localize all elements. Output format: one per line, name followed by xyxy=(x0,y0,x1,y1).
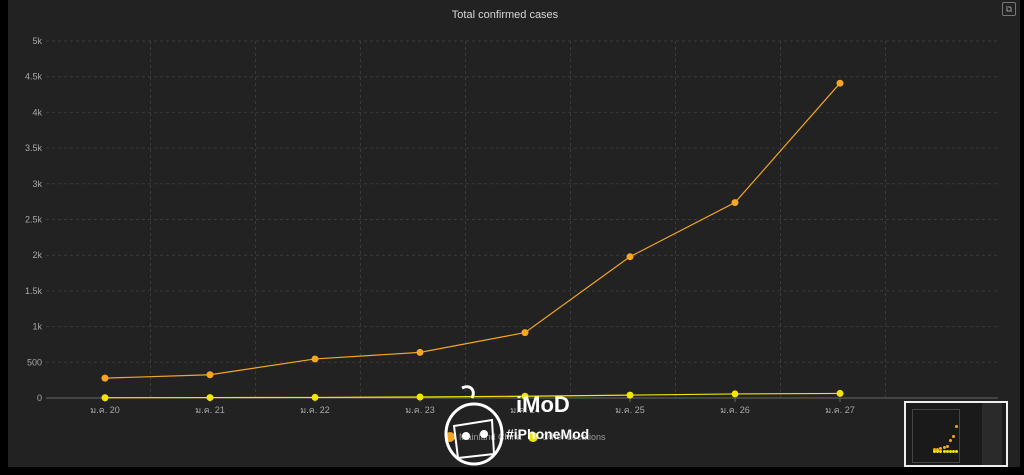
y-tick-label: 4.5k xyxy=(25,72,43,82)
data-point-1[interactable] xyxy=(836,389,844,397)
x-tick-label: ม.ค. 20 xyxy=(90,405,119,415)
chart-title: Total confirmed cases xyxy=(452,9,559,21)
data-point-1[interactable] xyxy=(311,393,319,401)
y-tick-label: 3k xyxy=(32,179,42,189)
data-point-1[interactable] xyxy=(416,393,424,401)
x-tick-label: ม.ค. 25 xyxy=(615,405,644,415)
chart-panel: Total confirmed cases 0 500 1k 1.5k 2k 2.5k 3k… xyxy=(8,0,1020,467)
thumbnail-dot xyxy=(955,449,959,453)
thumbnail-dot xyxy=(936,449,940,453)
y-tick-label: 4k xyxy=(32,107,42,117)
data-point-1[interactable] xyxy=(101,394,109,402)
data-point-0[interactable] xyxy=(416,348,424,356)
thumbnail-dot xyxy=(936,448,940,452)
legend-marker-1 xyxy=(528,432,538,442)
data-point-0[interactable] xyxy=(311,355,319,363)
data-point-1[interactable] xyxy=(206,394,214,402)
y-tick-label: 1.5k xyxy=(25,286,43,296)
series-lines xyxy=(101,79,844,402)
data-point-0[interactable] xyxy=(626,253,634,261)
x-tick-label: ม.ค. 24 xyxy=(510,405,539,415)
thumbnail-dot xyxy=(939,449,943,453)
y-tick-label: 2k xyxy=(32,250,42,260)
thumbnail-side-panel xyxy=(982,403,1002,465)
data-point-1[interactable] xyxy=(521,392,529,400)
x-axis-ticks: ม.ค. 20 ม.ค. 21 ม.ค. 22 ม.ค. 23 ม.ค. 24 ม.ค. … xyxy=(90,398,855,415)
series-line-1 xyxy=(104,392,841,399)
series-line-0 xyxy=(104,82,841,379)
y-tick-label: 2.5k xyxy=(25,215,43,225)
thumbnail-preview[interactable] xyxy=(904,401,1008,467)
legend-label-1[interactable]: Other Locations xyxy=(542,432,606,442)
y-tick-label: 500 xyxy=(27,357,42,367)
data-point-1[interactable] xyxy=(626,391,634,399)
y-tick-label: 5k xyxy=(32,36,42,46)
thumbnail-dot xyxy=(949,438,952,442)
y-tick-label: 0 xyxy=(37,393,42,403)
x-tick-label: ม.ค. 22 xyxy=(300,405,329,415)
x-tick-label: ม.ค. 27 xyxy=(825,405,854,415)
thumbnail-dot xyxy=(945,449,949,453)
thumbnail-dot xyxy=(952,434,956,438)
thumbnail-dot xyxy=(942,446,946,450)
y-axis-ticks: 0 500 1k 1.5k 2k 2.5k 3k 3.5k 4k 4.5k 5k xyxy=(25,36,43,403)
data-point-0[interactable] xyxy=(101,374,109,382)
legend[interactable]: Mainland China Other Locations xyxy=(445,432,606,442)
chart-svg: Total confirmed cases 0 500 1k 1.5k 2k 2.5k 3k… xyxy=(25,9,998,442)
thumbnail-dot xyxy=(933,449,936,453)
data-point-1[interactable] xyxy=(731,390,739,398)
data-point-0[interactable] xyxy=(521,329,529,337)
thumbnail-chart xyxy=(912,409,960,463)
y-tick-label: 3.5k xyxy=(25,143,43,153)
y-tick-label: 1k xyxy=(32,322,42,332)
data-point-0[interactable] xyxy=(836,79,844,87)
x-tick-label: ม.ค. 26 xyxy=(720,405,749,415)
legend-label-0[interactable]: Mainland China xyxy=(459,432,522,442)
thumbnail-dot xyxy=(949,449,952,453)
thumbnail-dot xyxy=(942,449,946,453)
thumbnail-dot xyxy=(933,448,936,452)
thumbnail-dot xyxy=(945,444,949,448)
thumbnail-dot xyxy=(952,449,956,453)
export-menu-icon[interactable]: ⧉ xyxy=(1002,2,1016,16)
grid-lines xyxy=(46,40,998,398)
thumbnail-dot xyxy=(939,446,943,450)
legend-marker-0 xyxy=(445,432,455,442)
data-point-0[interactable] xyxy=(731,199,739,207)
data-point-0[interactable] xyxy=(206,371,214,379)
x-tick-label: ม.ค. 21 xyxy=(195,405,224,415)
x-tick-label: ม.ค. 23 xyxy=(405,405,434,415)
thumbnail-dot xyxy=(955,425,959,429)
